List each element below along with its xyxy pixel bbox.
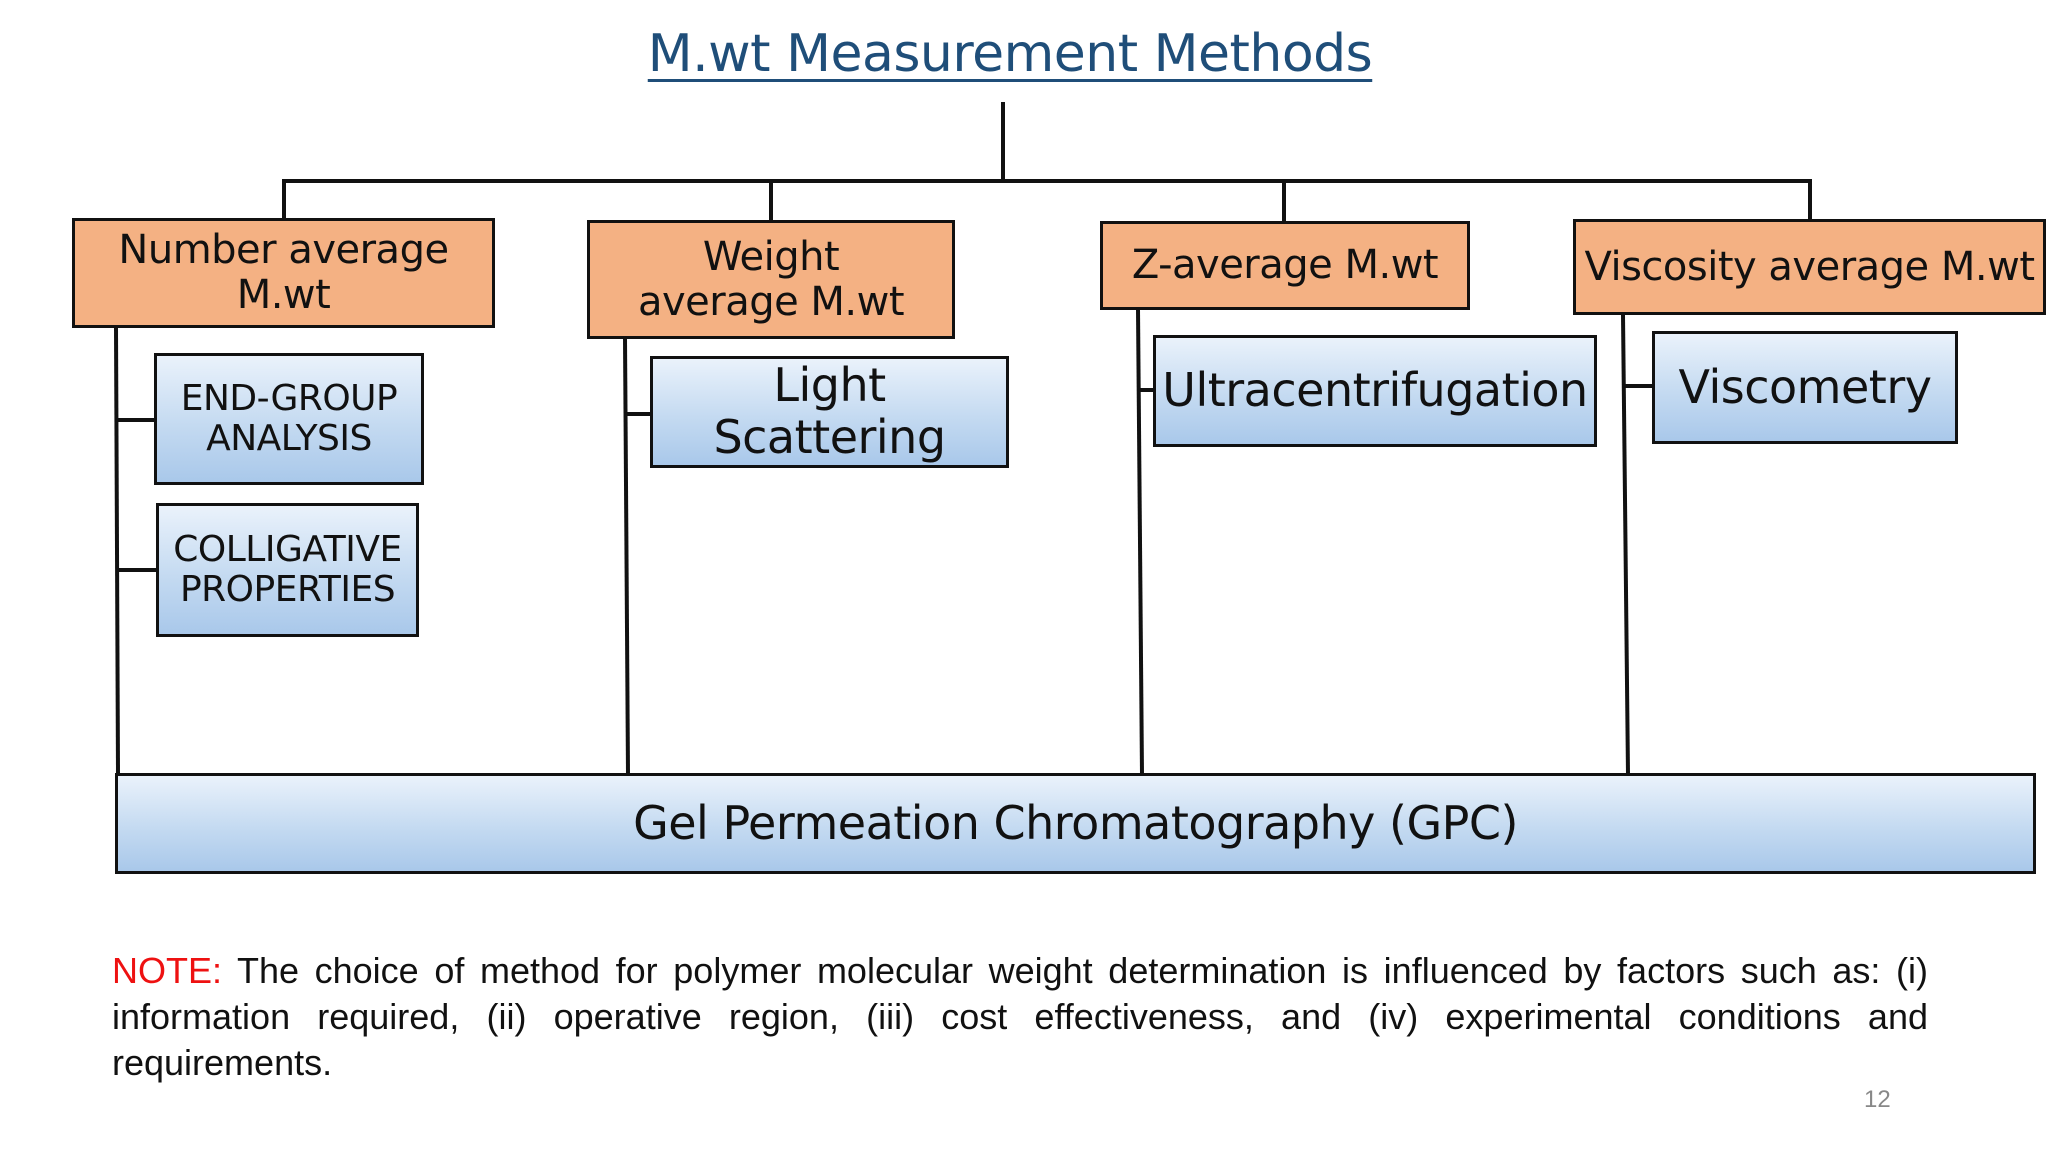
page-number: 12 xyxy=(1864,1086,1891,1113)
page-title-text: M.wt Measurement Methods xyxy=(647,24,1373,84)
z-trunk-line xyxy=(1136,308,1144,776)
end-group-analysis-box: END-GROUP ANALYSIS xyxy=(154,353,424,485)
viscosity-average-box: Viscosity average M.wt xyxy=(1573,219,2046,315)
note-text: The choice of method for polymer molecul… xyxy=(112,950,1928,1083)
colligative-properties-box: COLLIGATIVE PROPERTIES xyxy=(156,503,419,637)
page-title: M.wt Measurement Methods xyxy=(0,24,2020,84)
note-paragraph: NOTE: The choice of method for polymer m… xyxy=(112,948,1928,1086)
light-scattering-box: Light Scattering xyxy=(650,356,1009,468)
gpc-box: Gel Permeation Chromatography (GPC) xyxy=(115,773,2036,874)
number-average-box: Number average M.wt xyxy=(72,218,495,328)
ultracentrifugation-box: Ultracentrifugation xyxy=(1153,335,1597,447)
number-trunk-line xyxy=(114,326,120,776)
weight-trunk-line xyxy=(623,337,630,776)
note-label: NOTE: xyxy=(112,950,223,991)
viscosity-trunk-line xyxy=(1621,314,1630,776)
z-average-box: Z-average M.wt xyxy=(1100,221,1470,310)
viscometry-box: Viscometry xyxy=(1652,331,1958,444)
weight-average-box: Weight average M.wt xyxy=(587,220,955,339)
